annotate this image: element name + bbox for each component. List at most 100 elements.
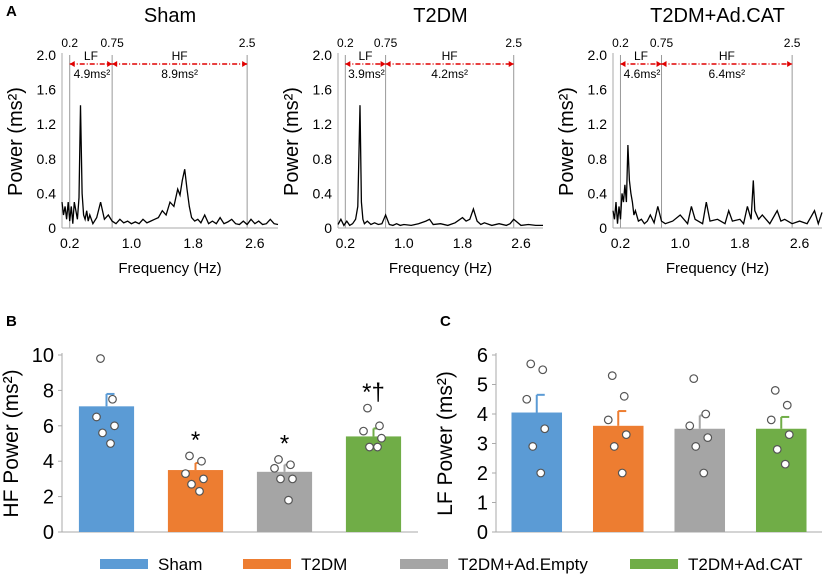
band-boundary-label: 0.2 [612,36,629,50]
significance-marker: * [280,430,289,457]
spectrum-chart-sham: Sham 0.2 0.75 2.5 LF HF 4.9ms² 8.9ms² 0 0.4 0.8 1.2… [5,5,279,277]
data-point [766,415,776,425]
lf-band-label: LF [358,49,372,63]
data-point [691,442,701,451]
data-point [98,428,107,438]
data-point [538,365,548,375]
data-point [619,391,629,401]
y-tick-label: 5 [477,375,488,397]
lf-band-label: LF [84,49,98,63]
y-tick-label: 1.6 [313,82,333,98]
data-point [689,374,699,384]
legend-swatch-3 [630,559,678,569]
y-tick-label: 1.2 [588,116,608,132]
y-tick-label: 2 [43,487,54,509]
band-boundary-label: 0.75 [100,36,124,50]
bar-t2dm [592,425,644,532]
data-point [110,421,119,431]
data-point [782,400,792,410]
y-axis-title: Power (ms²) [556,87,578,196]
y-tick-label: 4 [43,451,54,473]
bar-t2dm-ad-empty [674,428,726,532]
data-point [701,409,711,419]
data-point [621,430,631,440]
x-tick-label: 1.8 [453,235,473,251]
hf-power-bar-chart: 0 2 4 6 8 10 HF Power (ms²) * * *† [0,345,418,544]
y-tick-label: 0.4 [313,185,333,201]
data-point [617,468,627,478]
y-tick-label: 0.8 [37,151,57,167]
data-point [770,386,780,395]
y-tick-label: 0.4 [588,185,608,201]
y-tick-label: 2 [477,463,488,485]
data-point [284,495,293,505]
data-point [181,469,190,478]
legend-swatch-1 [243,559,291,569]
x-tick-label: 2.6 [245,235,265,251]
y-axis-title: Power (ms²) [281,87,303,196]
arrow-head-right [107,61,113,67]
data-point [270,463,279,473]
data-point [288,474,297,484]
significance-marker: *† [362,379,385,406]
band-boundary-label: 0.2 [61,36,78,50]
arrow-head-right [656,61,662,67]
x-tick-label: 2.6 [790,235,810,251]
y-tick-label: 0.8 [588,151,608,167]
hf-band-label: HF [172,49,188,63]
arrow-head-left [69,61,75,67]
data-point [187,479,196,489]
y-axis-title: LF Power (ms²) [434,371,457,516]
data-point [197,456,206,466]
hf-band-label: HF [719,49,735,63]
data-point [703,433,713,443]
data-point [185,451,194,461]
data-point [377,433,386,443]
data-point [108,394,117,404]
data-point [772,445,782,454]
data-point [540,424,550,434]
chart-title: T2DM [413,5,467,27]
band-boundary-label: 0.2 [337,36,354,50]
spectrum-series-line [612,144,823,226]
hf-power-value: 8.9ms² [161,67,198,81]
data-point [536,468,546,478]
data-point [365,442,374,452]
hf-power-value: 6.4ms² [708,67,745,81]
data-point [92,412,101,422]
y-tick-label: 1.2 [313,116,333,132]
panel-label-c: C [440,313,451,330]
data-point [780,459,790,469]
x-tick-label: 1.0 [122,235,142,251]
arrow-head-right [787,61,793,67]
bar-t2dm [167,470,224,532]
data-point [373,442,382,452]
data-point [784,430,794,440]
x-axis-title: Frequency (Hz) [118,260,221,277]
x-tick-label: 0.2 [336,235,356,251]
legend-swatch-0 [100,559,148,569]
bar-t2dm-ad-cat [755,428,807,532]
y-tick-label: 2.0 [37,47,57,63]
y-tick-label: 3 [477,434,488,456]
data-point [603,415,613,425]
panel-label-b: B [6,313,17,330]
x-tick-label: 2.6 [511,235,531,251]
x-axis-title: Frequency (Hz) [389,260,492,277]
arrow-head-left [385,61,391,67]
y-tick-label: 6 [477,345,488,367]
spectrum-series-line [61,105,279,226]
y-tick-label: 1.2 [37,116,57,132]
data-point [526,359,536,369]
spectrum-series-line [337,105,543,227]
y-tick-label: 4 [477,404,488,426]
data-point [609,442,619,451]
bar-sham [78,406,135,532]
arrow-head-left [345,61,351,67]
data-point [274,455,283,464]
legend-label-2: T2DM+Ad.Empty [458,555,588,574]
arrow-head-right [242,61,248,67]
x-tick-label: 1.8 [730,235,750,251]
arrow-head-left [620,61,626,67]
